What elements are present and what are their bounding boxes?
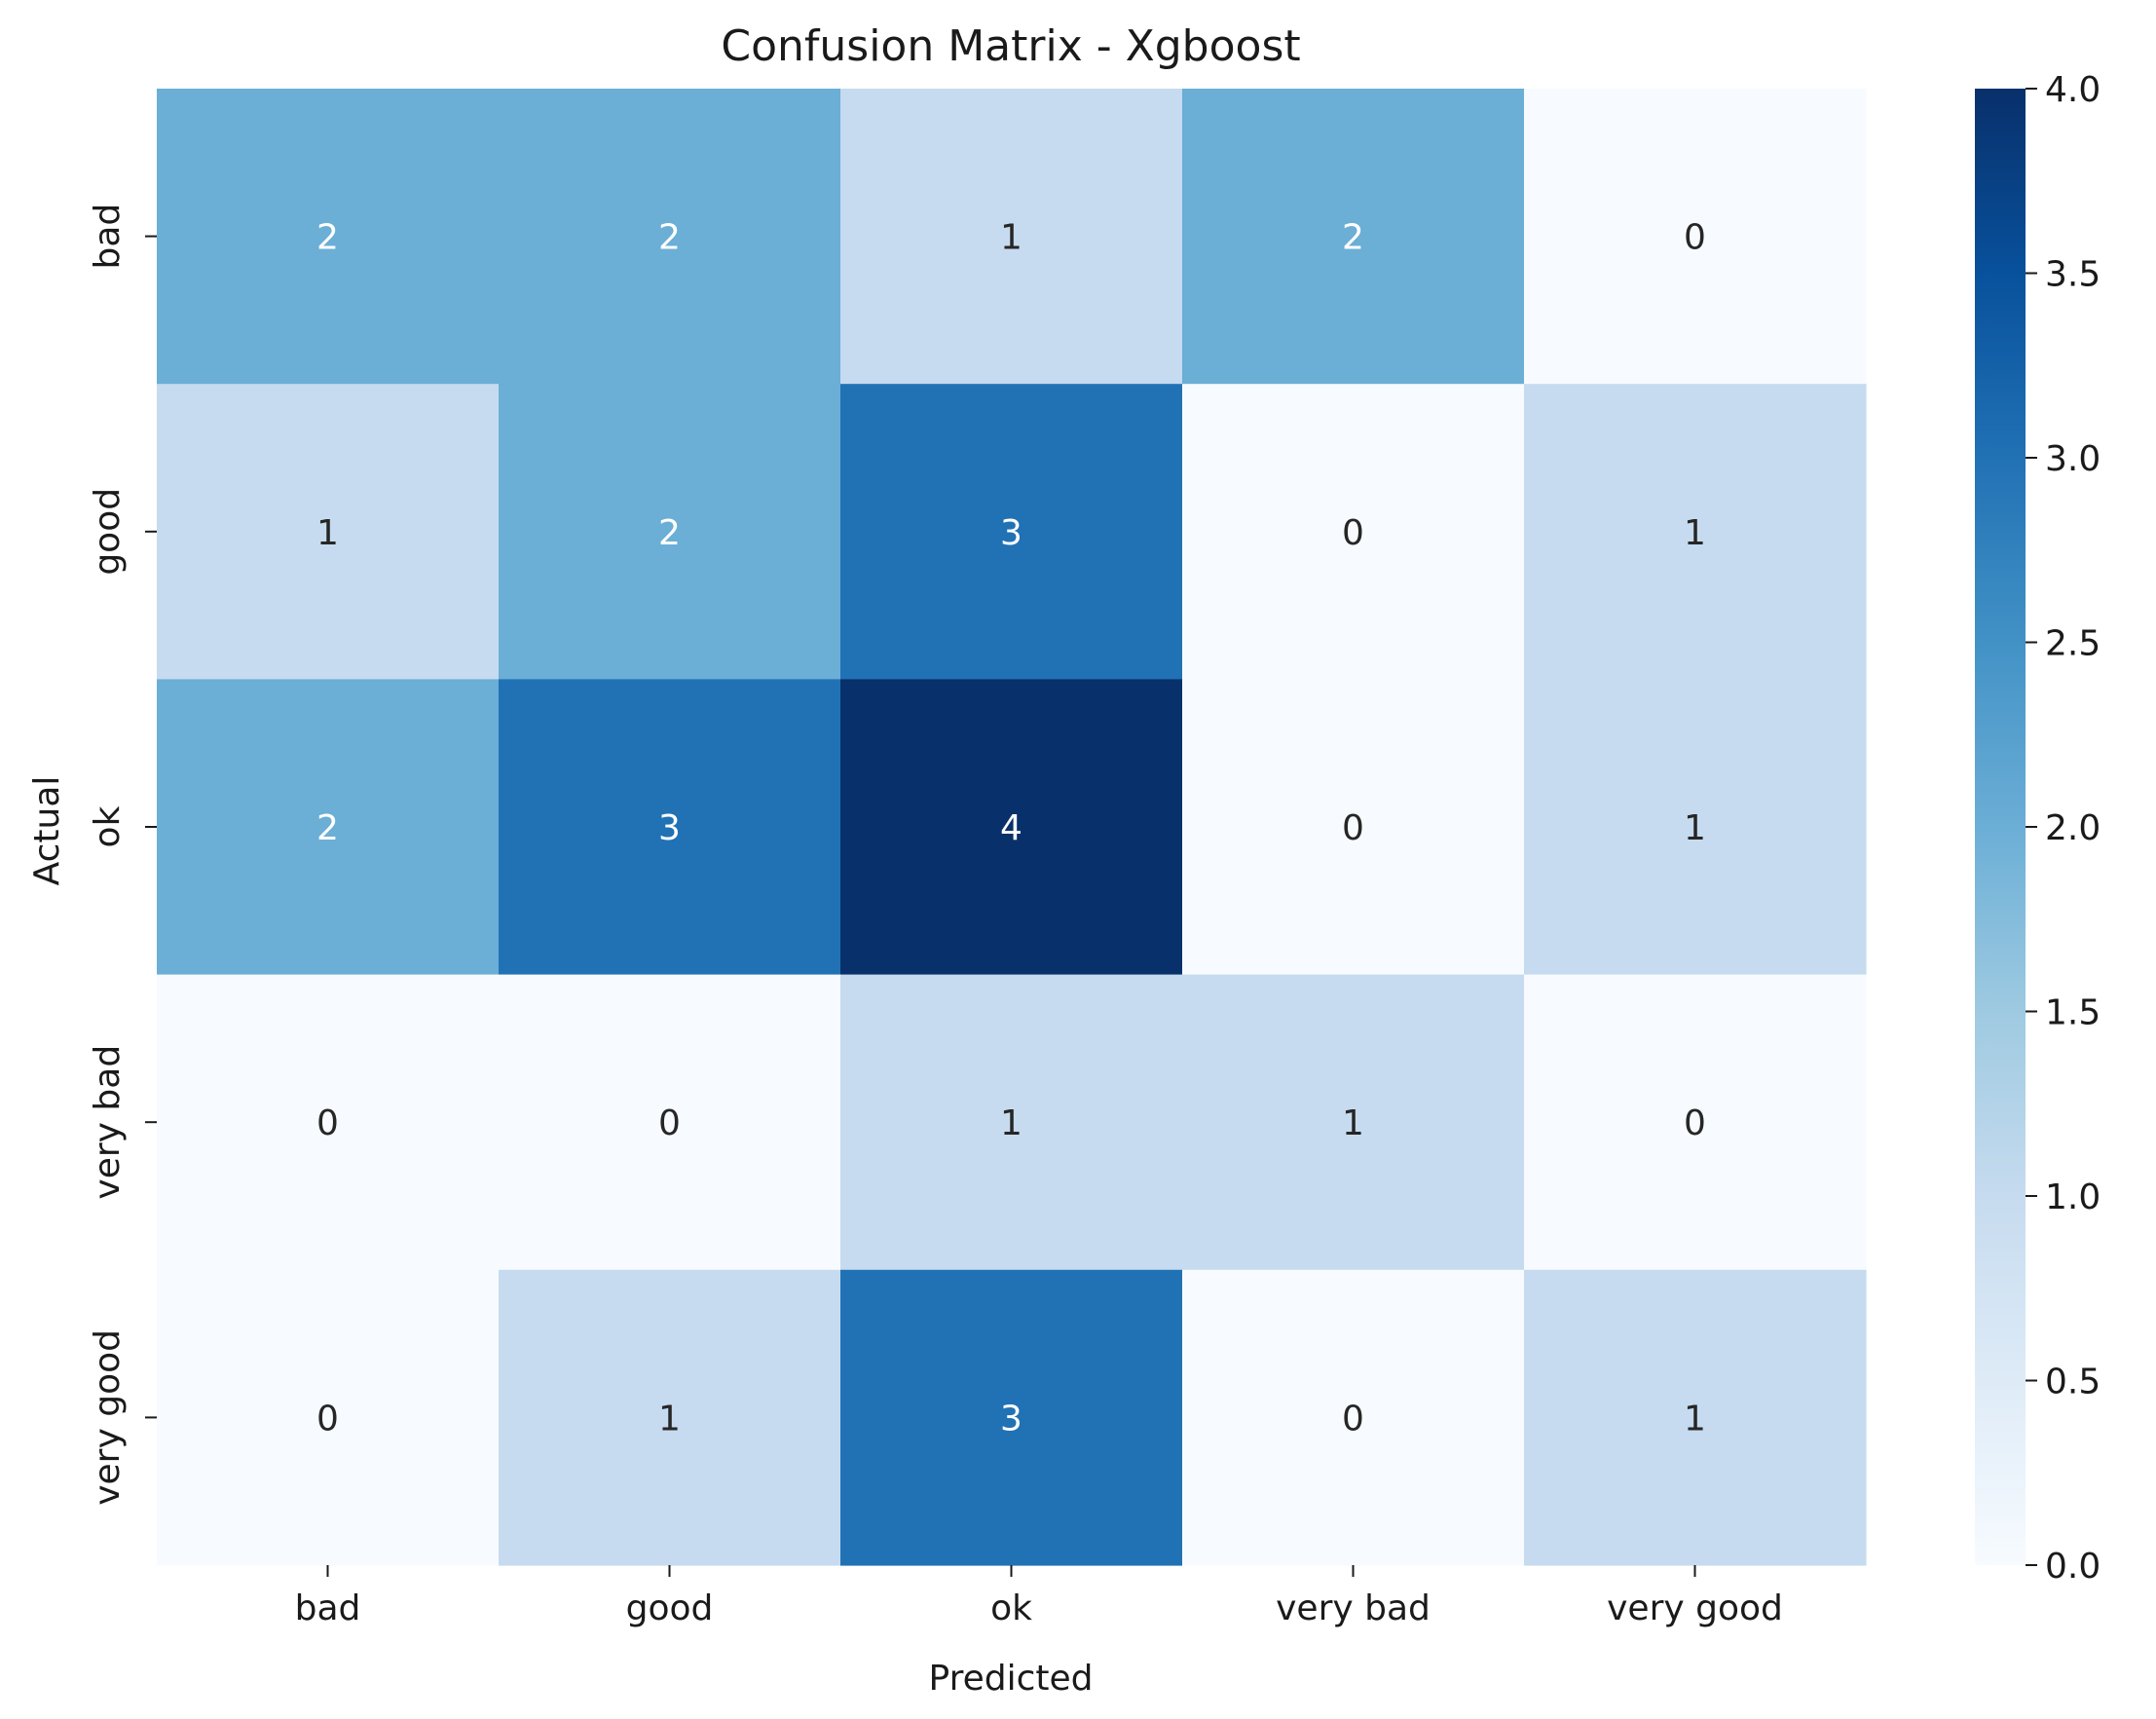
heatmap-cell-r4-c4 (1524, 1269, 1867, 1566)
cell-value-r0-c0: 2 (316, 218, 339, 258)
colorbar-tick-label: 3.0 (2045, 439, 2100, 479)
heatmap-cell-r2-c0 (157, 679, 500, 976)
colorbar-tick-label: 0.5 (2045, 1363, 2100, 1402)
heatmap-cell-r2-c4 (1524, 679, 1867, 976)
cell-annotations: 2 2 1 2 0 1 2 3 0 1 2 3 4 0 1 0 0 1 1 0 0 1 3 0 1 (316, 218, 1706, 1439)
heatmap-cell-r3-c0 (157, 974, 500, 1271)
heatmap-cell-r4-c3 (1182, 1269, 1525, 1566)
heatmap-cell-r3-c1 (499, 974, 841, 1271)
heatmap-cell-r2-c3 (1182, 679, 1525, 976)
cell-value-r3-c3: 1 (1342, 1103, 1364, 1143)
colorbar-tick-label: 3.5 (2045, 255, 2100, 295)
cell-value-r2-c0: 2 (316, 808, 339, 848)
heatmap-cell-r3-c3 (1182, 974, 1525, 1271)
heatmap-cell-r1-c4 (1524, 384, 1867, 680)
x-axis: bad good ok very bad very good (295, 1565, 1783, 1628)
heatmap-cell-r3-c4 (1524, 974, 1867, 1271)
cell-value-r4-c1: 1 (658, 1399, 681, 1439)
y-tick-label: good (88, 488, 128, 576)
heatmap-cell-r1-c3 (1182, 384, 1525, 680)
colorbar-axis: 0.0 0.5 1.0 1.5 2.0 2.5 3.0 3.5 4.0 (2026, 70, 2100, 1587)
colorbar-tick-label: 2.0 (2045, 808, 2100, 848)
cell-value-r0-c4: 0 (1684, 218, 1706, 258)
heatmap-cell-r1-c1 (499, 384, 841, 680)
cell-value-r1-c3: 0 (1342, 513, 1364, 553)
cell-value-r1-c1: 2 (658, 513, 681, 553)
cell-value-r4-c4: 1 (1684, 1399, 1706, 1439)
cell-value-r0-c3: 2 (1342, 218, 1364, 258)
cell-value-r0-c1: 2 (658, 218, 681, 258)
cell-value-r3-c1: 0 (658, 1103, 681, 1143)
colorbar-tick-label: 4.0 (2045, 70, 2100, 110)
cell-value-r2-c1: 3 (658, 808, 681, 848)
colorbar-tick-label: 2.5 (2045, 624, 2100, 664)
cell-value-r4-c0: 0 (316, 1399, 339, 1439)
heatmap-cell-r2-c1 (499, 679, 841, 976)
colorbar-tick-label: 1.5 (2045, 993, 2100, 1033)
heatmap-cell-r0-c0 (157, 89, 500, 385)
cell-value-r3-c0: 0 (316, 1103, 339, 1143)
heatmap-cell-r0-c4 (1524, 89, 1867, 385)
chart-title: Confusion Matrix - Xgboost (721, 21, 1300, 71)
y-tick-label: ok (88, 805, 128, 847)
colorbar (1975, 89, 2026, 1565)
cell-value-r3-c4: 0 (1684, 1103, 1706, 1143)
x-tick-label: very good (1607, 1588, 1783, 1628)
x-tick-label: ok (990, 1588, 1032, 1628)
cell-value-r1-c2: 3 (1000, 513, 1022, 553)
heatmap-cell-r0-c1 (499, 89, 841, 385)
x-tick-label: good (626, 1588, 714, 1628)
cell-value-r1-c4: 1 (1684, 513, 1706, 553)
colorbar-tick-label: 1.0 (2045, 1177, 2100, 1217)
colorbar-tick-label: 0.0 (2045, 1547, 2100, 1587)
x-tick-label: very bad (1276, 1588, 1431, 1628)
heatmap-cell-r0-c2 (840, 89, 1183, 385)
y-axis-label: Actual (27, 776, 67, 886)
cell-value-r2-c4: 1 (1684, 808, 1706, 848)
cell-value-r2-c3: 0 (1342, 808, 1364, 848)
y-tick-label: bad (88, 204, 128, 270)
y-tick-label: very good (88, 1329, 128, 1506)
heatmap-cell-r2-c2 (840, 679, 1183, 976)
x-tick-label: bad (295, 1588, 361, 1628)
x-axis-label: Predicted (929, 1659, 1094, 1699)
heatmap-cell-r4-c0 (157, 1269, 500, 1566)
cell-value-r2-c2: 4 (1000, 808, 1022, 848)
heatmap-cell-r1-c0 (157, 384, 500, 680)
cell-value-r3-c2: 1 (1000, 1103, 1022, 1143)
heatmap-cells (157, 89, 1867, 1566)
cell-value-r0-c2: 1 (1000, 218, 1022, 258)
cell-value-r1-c0: 1 (316, 513, 339, 553)
cell-value-r4-c2: 3 (1000, 1399, 1022, 1439)
heatmap-cell-r4-c1 (499, 1269, 841, 1566)
heatmap-cell-r0-c3 (1182, 89, 1525, 385)
y-tick-label: very bad (88, 1045, 128, 1200)
heatmap-cell-r1-c2 (840, 384, 1183, 680)
cell-value-r4-c3: 0 (1342, 1399, 1364, 1439)
heatmap-cell-r3-c2 (840, 974, 1183, 1271)
y-axis: bad good ok very bad very good (88, 204, 157, 1506)
heatmap-cell-r4-c2 (840, 1269, 1183, 1566)
